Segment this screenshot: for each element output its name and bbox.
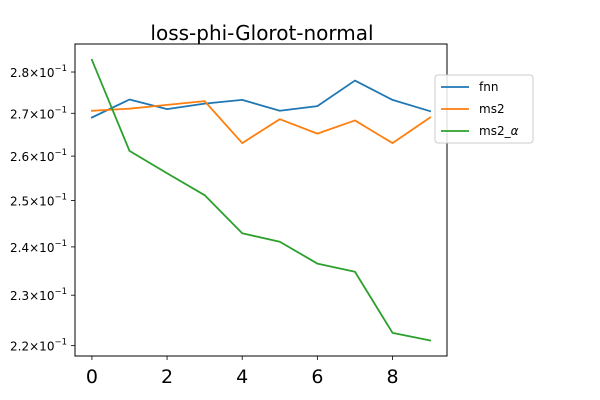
chart-title: loss-phi-Glorot-normal xyxy=(150,21,373,45)
y-tick-label: 2.3×10−1 xyxy=(10,287,67,303)
y-tick-label: 2.7×10−1 xyxy=(10,105,67,121)
x-tick-label: 2 xyxy=(161,366,173,388)
axes-frame xyxy=(74,43,448,357)
series-line-2 xyxy=(90,58,432,342)
legend-box xyxy=(434,74,534,144)
series-line-0 xyxy=(90,79,432,119)
legend: fnn ms2 ms2_α xyxy=(434,74,534,144)
x-tick-label: 8 xyxy=(386,366,398,388)
legend-label-1: ms2 xyxy=(479,102,505,116)
legend-label-2: ms2_α xyxy=(479,124,519,138)
series-line-1 xyxy=(90,100,432,144)
y-tick-label: 2.4×10−1 xyxy=(10,239,67,255)
x-tick-label: 0 xyxy=(86,366,98,388)
series-lines xyxy=(90,58,432,342)
y-tick-label: 2.5×10−1 xyxy=(10,193,67,209)
axes: 0 2 4 6 8 2.2×10−1 2.3×10−1 2.4×10−1 2.5×10−1 2.6… xyxy=(10,43,448,388)
y-tick-label: 2.6×10−1 xyxy=(10,148,67,164)
y-tick-label: 2.8×10−1 xyxy=(10,64,67,80)
legend-label-0: fnn xyxy=(479,80,498,94)
y-tick-label: 2.2×10−1 xyxy=(10,338,67,354)
x-tick-label: 4 xyxy=(236,366,248,388)
plot-area xyxy=(75,44,447,356)
x-tick-label: 6 xyxy=(311,366,323,388)
